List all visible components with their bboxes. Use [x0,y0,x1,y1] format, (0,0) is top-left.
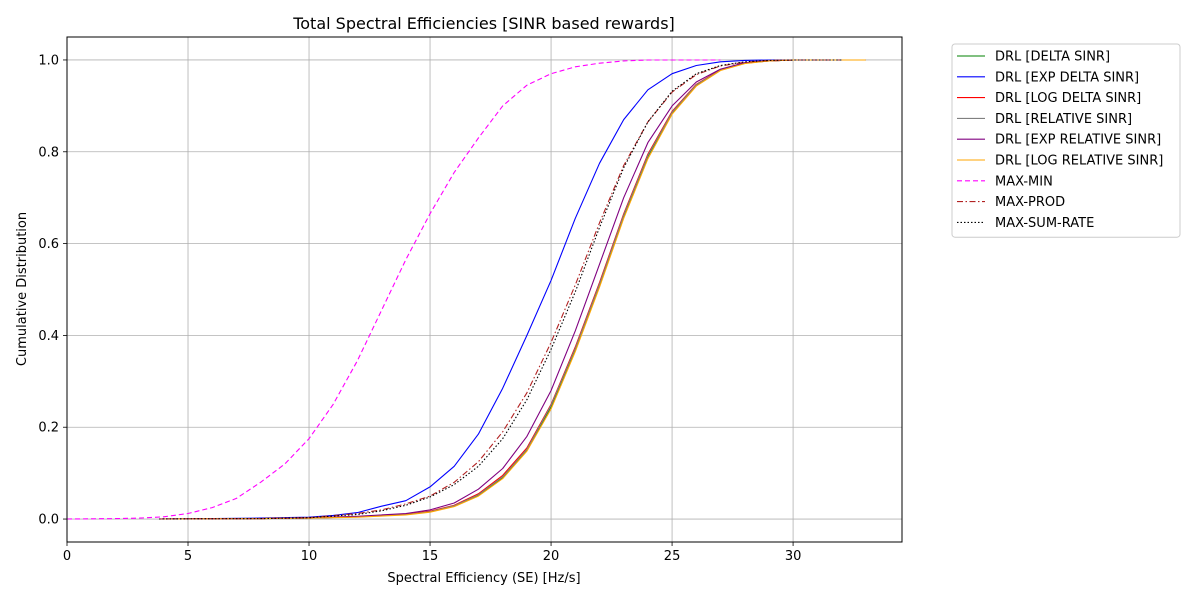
legend-box [951,43,1181,238]
series-line-drl-log-delta-sinr [158,59,866,520]
x-tick-label: 20 [543,549,560,564]
grid-lines [66,37,902,542]
legend-label: DRL [LOG DELTA SINR] [995,91,1141,106]
x-tick-label: 10 [301,549,318,564]
series-line-drl-exp-delta-sinr [158,59,818,520]
series-line-max-prod [158,59,842,520]
x-tick-label: 5 [184,549,192,564]
legend-label: DRL [RELATIVE SINR] [995,112,1132,127]
y-axis-ticks: 0.0 0.2 0.4 0.6 0.8 1.0 [38,53,67,528]
legend-label: MAX-PROD [995,195,1065,210]
legend-label: DRL [EXP RELATIVE SINR] [995,133,1161,148]
legend-label: DRL [LOG RELATIVE SINR] [995,154,1163,169]
legend-label: DRL [DELTA SINR] [995,50,1110,65]
x-tick-label: 25 [664,549,681,564]
y-tick-label: 0.4 [38,329,59,344]
y-tick-label: 0.0 [38,513,59,528]
y-tick-label: 0.8 [38,145,59,160]
series-line-drl-relative-sinr [158,59,866,520]
series-line-max-min [66,59,721,520]
legend: DRL [DELTA SINR] DRL [EXP DELTA SINR] DRL … [951,43,1181,238]
y-tick-label: 1.0 [38,53,59,68]
series-lines [66,59,866,520]
legend-label: DRL [EXP DELTA SINR] [995,70,1139,85]
series-line-max-sum-rate [158,59,842,520]
y-tick-label: 0.6 [38,237,59,252]
x-tick-label: 0 [63,549,71,564]
plot-frame [66,36,903,543]
x-axis-label: Spectral Efficiency (SE) [Hz/s] [387,571,580,586]
x-tick-label: 15 [422,549,439,564]
x-tick-label: 30 [785,549,802,564]
x-axis-ticks: 0 5 10 15 20 25 30 [63,542,802,564]
series-line-drl-log-relative-sinr [158,59,866,520]
legend-label: MAX-SUM-RATE [995,216,1094,231]
chart-title: Total Spectral Efficiencies [SINR based … [292,14,675,33]
series-line-drl-exp-relative-sinr [158,59,842,520]
y-axis-label: Cumulative Distribution [15,212,30,366]
series-line-drl-delta-sinr [158,59,866,520]
y-tick-label: 0.2 [38,421,59,436]
legend-label: MAX-MIN [995,174,1053,189]
